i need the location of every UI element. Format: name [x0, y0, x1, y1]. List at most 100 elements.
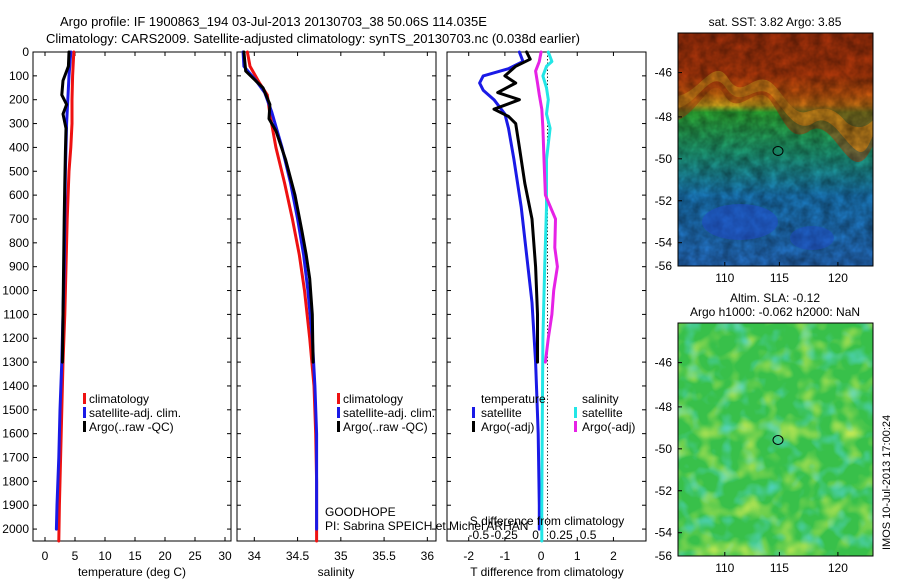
depth-tick-label: 0: [22, 45, 29, 59]
map-y-tick-label: -50: [655, 442, 673, 456]
secondary-x-tick-label: 0.5: [580, 528, 597, 542]
difference-axes: [446, 51, 647, 542]
map-x-tick-label: 120: [828, 561, 848, 575]
temperature-xlabel: temperature (deg C): [78, 565, 186, 579]
difference-secondary-xlabel: S difference from climatology: [470, 514, 625, 528]
salinity-legend: climatology satellite-adj. clim. Argo(..…: [337, 392, 435, 434]
legend-swatch-satellite-adj: [337, 407, 340, 418]
secondary-x-tick-label: 0: [532, 528, 539, 542]
map-y-tick-label: -48: [655, 110, 673, 124]
depth-tick-label: 100: [9, 69, 29, 83]
sla-texture-cyan: [678, 323, 873, 556]
depth-tick-label: 1000: [2, 284, 29, 298]
sla-map-title-line2: Argo h1000: -0.062 h2000: NaN: [690, 305, 860, 319]
depth-tick-label: 1300: [2, 355, 29, 369]
depth-tick-label: 700: [9, 212, 29, 226]
x-tick-label: 5: [72, 549, 79, 563]
legend-label-argo: Argo(..raw -QC): [89, 420, 174, 434]
secondary-x-tick-label: -0.5: [468, 528, 489, 542]
figure-title-line2: Climatology: CARS2009. Satellite-adjuste…: [46, 31, 580, 46]
x-tick-label: -2: [463, 549, 474, 563]
x-tick-label: 10: [98, 549, 112, 563]
legend-swatch-temp-argo: [472, 421, 475, 432]
legend-label-temp-argo: Argo(-adj): [481, 420, 534, 434]
depth-tick-label: 600: [9, 188, 29, 202]
legend-header-temperature: temperature: [481, 392, 546, 406]
legend-swatch-sal-argo: [574, 421, 577, 432]
depth-tick-label: 300: [9, 117, 29, 131]
series-line-climatology: [57, 50, 76, 543]
legend-header-salinity: salinity: [582, 392, 619, 406]
x-tick-label: 25: [188, 549, 202, 563]
difference-legend: temperature salinity satellite Argo(-adj…: [472, 392, 635, 434]
series-line-salinity-argo-adj-: [534, 50, 559, 364]
map-x-tick-label: 115: [770, 561, 789, 575]
figure-title-line1: Argo profile: IF 1900863_194 03-Jul-2013…: [60, 14, 487, 29]
legend-swatch-climatology: [337, 393, 340, 404]
legend-swatch-argo: [83, 421, 86, 432]
sla-map-title-line1: Altim. SLA: -0.12: [730, 291, 820, 305]
depth-tick-label: 1900: [2, 498, 29, 512]
legend-swatch-argo: [337, 421, 340, 432]
map-y-tick-label: -50: [655, 152, 673, 166]
legend-swatch-sal-satellite: [574, 407, 577, 418]
legend-label-sal-satellite: satellite: [582, 406, 623, 420]
series-line-argo-raw-qc-: [242, 50, 315, 364]
sst-cold-patch: [702, 204, 778, 240]
argo-float-marker: [772, 435, 784, 445]
sst-map-title: sat. SST: 3.82 Argo: 3.85: [709, 15, 842, 29]
salinity-xlabel: salinity: [318, 565, 355, 579]
series-line-temperature-argo-adj-: [492, 50, 539, 364]
legend-label-argo: Argo(..raw -QC): [343, 420, 428, 434]
map-y-tick-label: -54: [655, 236, 673, 250]
difference-xlabel: T difference from climatology: [470, 565, 624, 579]
x-tick-label: 2: [610, 549, 617, 563]
imos-timestamp: IMOS 10-Jul-2013 17:00:24: [881, 415, 893, 550]
map-x-tick-label: 115: [770, 271, 789, 285]
x-tick-label: 34.5: [286, 549, 310, 563]
legend-label-sal-argo: Argo(-adj): [582, 420, 635, 434]
map-y-tick-label: -48: [655, 400, 673, 414]
depth-tick-label: 200: [9, 93, 29, 107]
series-line-argo-raw-qc-: [60, 50, 71, 364]
depth-tick-label: 1600: [2, 427, 29, 441]
sla-map-frame: [677, 322, 874, 557]
legend-swatch-temp-satellite: [472, 407, 475, 418]
x-tick-label: -1: [500, 549, 511, 563]
depth-tick-label: 1100: [3, 307, 29, 321]
depth-tick-label: 1400: [2, 379, 29, 393]
series-line-temperature-satellite: [478, 50, 541, 531]
depth-tick-label: 400: [9, 140, 29, 154]
x-tick-label: 0: [42, 549, 49, 563]
map-y-tick-label: -54: [655, 526, 673, 540]
map-y-tick-label: -56: [655, 549, 673, 563]
depth-tick-label: 900: [9, 260, 29, 274]
map-y-tick-label: -46: [655, 66, 673, 80]
depth-tick-label: 1500: [2, 403, 29, 417]
depth-tick-label: 2000: [2, 522, 29, 536]
depth-tick-label: 800: [9, 236, 29, 250]
legend-label-temp-satellite: satellite: [481, 406, 522, 420]
x-tick-label: 35.5: [372, 549, 396, 563]
pi-annotation: PI: Sabrina SPEICH et Michel ARHAN: [325, 519, 528, 533]
argo-float-marker: [772, 146, 784, 156]
project-annotation: GOODHOPE: [325, 505, 396, 519]
x-tick-label: 35: [334, 549, 348, 563]
legend-label-satellite-adj: satellite-adj. clim.: [343, 406, 435, 420]
map-y-tick-label: -52: [655, 484, 673, 498]
x-tick-label: 0: [538, 549, 545, 563]
x-tick-label: 30: [218, 549, 232, 563]
sla-map: [677, 322, 874, 557]
x-tick-label: 15: [128, 549, 142, 563]
x-tick-label: 20: [158, 549, 172, 563]
map-x-tick-label: 110: [715, 271, 734, 285]
map-y-tick-label: -52: [655, 194, 673, 208]
x-tick-label: 34: [248, 549, 262, 563]
legend-label-climatology: climatology: [89, 392, 149, 406]
legend-label-climatology: climatology: [343, 392, 403, 406]
x-tick-label: 36: [421, 549, 435, 563]
sst-map: [677, 32, 874, 267]
map-y-tick-label: -56: [655, 259, 673, 273]
legend-label-satellite-adj: satellite-adj. clim.: [89, 406, 181, 420]
